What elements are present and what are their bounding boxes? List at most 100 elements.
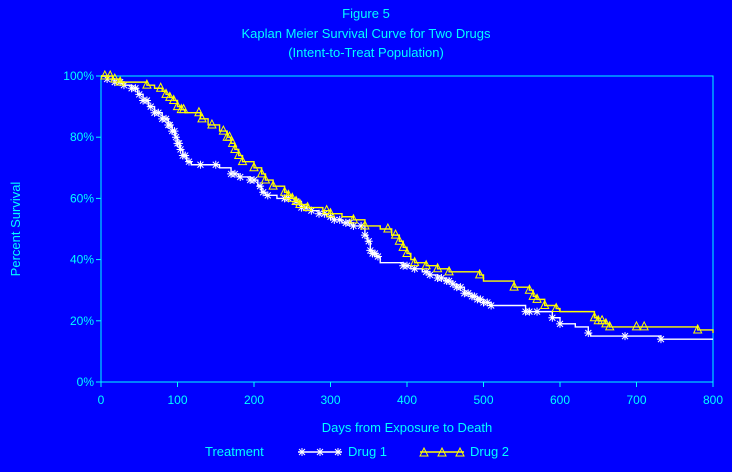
drug-2-censor-marker [105, 69, 115, 80]
drug-1-censor-marker [556, 319, 564, 328]
x-tick-label: 400 [397, 393, 417, 407]
drug-2-censor-marker [639, 320, 649, 331]
x-tick-label: 0 [98, 393, 105, 407]
drug-1-censor-marker [170, 127, 179, 136]
drug-1-censor-marker [315, 209, 324, 218]
drug-2-censor-marker [444, 265, 454, 276]
drug-1-censor-marker [256, 182, 265, 191]
drug-2-censor-marker [398, 241, 408, 251]
drug-2-censor-marker [437, 446, 447, 457]
drug-2-censor-marker [551, 302, 561, 313]
drug-2-censor-marker [390, 229, 401, 239]
drug-1-censor-marker [548, 313, 557, 322]
drug-1-censor-marker [360, 231, 369, 240]
drug-2-censor-marker [604, 320, 615, 331]
drug-2-censor-marker [100, 69, 110, 80]
drug-2-censor-marker [383, 222, 393, 233]
drug-2-censor-marker [249, 161, 259, 172]
drug-2-censor-marker [597, 314, 607, 325]
drug-1-censor-marker [349, 221, 358, 230]
legend-drug-1-label: Drug 1 [348, 444, 387, 459]
x-tick-label: 100 [167, 393, 187, 407]
chart-title: Kaplan Meier Survival Curve for Two Drug… [241, 26, 491, 41]
drug-2-censor-marker [224, 131, 235, 141]
drug-2-censor-marker [692, 323, 703, 334]
drug-1-censor-marker [176, 145, 185, 154]
drug-2-censor-marker [287, 192, 298, 202]
drug-2-censor-marker [360, 219, 370, 230]
drug-1-censor-marker [370, 249, 379, 258]
drug-2-censor-marker [197, 112, 207, 123]
drug-1-censor-marker [621, 332, 630, 341]
drug-2-censor-marker [524, 284, 535, 294]
drug-1-censor-marker [330, 215, 339, 224]
drug-1-censor-marker [154, 108, 163, 117]
drug-2-censor-marker [218, 124, 229, 135]
drug-2-censor-marker [109, 72, 120, 83]
drug-2-censor-marker [402, 247, 412, 257]
drug-1-censor-marker [298, 448, 306, 456]
drug-2-censor-marker [194, 106, 204, 117]
x-axis-label: Days from Exposure to Death [322, 420, 493, 435]
drug-1-censor-marker [483, 298, 492, 307]
drug-2-censor-marker [172, 100, 183, 111]
drug-1-censor-marker [171, 133, 180, 142]
drug-2-censor-marker [509, 281, 519, 291]
drug-1-censor-marker [422, 267, 431, 276]
y-axis-label: Percent Survival [8, 182, 23, 277]
drug-1-censor-marker [456, 283, 465, 292]
drug-2-censor-marker [474, 268, 485, 279]
drug-2-censor-marker [230, 143, 240, 153]
drug-1-censor-marker [410, 264, 419, 273]
x-tick-label: 300 [320, 393, 340, 407]
drug-1-censor-marker [196, 160, 205, 169]
drug-1-survival-line [101, 75, 713, 340]
drug-2-censor-marker [161, 88, 171, 98]
drug-2-censor-marker [268, 180, 278, 190]
drug-2-censor-marker [233, 149, 244, 160]
drug-1-censor-marker [211, 160, 220, 169]
drug-1-censor-marker [162, 114, 171, 123]
drug-1-censor-marker [302, 203, 311, 212]
drug-1-censor-marker [445, 277, 454, 286]
drug-1-censor-marker [357, 221, 366, 230]
drug-2-censor-marker [168, 94, 179, 104]
drug-2-censor-marker [302, 201, 313, 212]
x-tick-label: 700 [626, 393, 646, 407]
drug-2-censor-marker [321, 204, 332, 215]
drug-1-censor-marker [184, 157, 193, 166]
drug-1-censor-marker [181, 151, 190, 160]
drug-2-censor-marker [227, 137, 238, 147]
drug-1-censor-marker [259, 188, 268, 197]
drug-2-censor-marker [207, 118, 217, 129]
drug-1-censor-marker [236, 172, 245, 181]
drug-1-censor-marker [487, 301, 496, 310]
drug-1-censor-marker [316, 448, 324, 456]
x-tick-label: 200 [244, 393, 264, 407]
drug-2-censor-marker [539, 299, 550, 309]
drug-2-censor-marker [283, 189, 294, 199]
drug-1-censor-marker [403, 261, 411, 270]
drug-1-censor-marker [525, 307, 534, 316]
legend-drug-2-label: Drug 2 [470, 444, 509, 459]
drug-2-censor-marker [421, 259, 431, 270]
drug-2-censor-marker [260, 173, 271, 184]
y-tick-label: 0% [77, 375, 95, 389]
drug-2-censor-marker [115, 76, 125, 86]
drug-1-censor-marker [464, 289, 473, 298]
drug-1-censor-marker [364, 237, 373, 246]
drug-2-censor-marker [279, 186, 290, 196]
drug-2-censor-marker [589, 311, 600, 322]
drug-1-censor-marker [656, 335, 665, 344]
drug-1-censor-marker [135, 90, 144, 99]
drug-1-censor-marker [476, 295, 485, 304]
drug-1-censor-marker [250, 176, 258, 185]
x-tick-label: 500 [473, 393, 493, 407]
drug-1-censor-marker [175, 139, 184, 148]
drug-2-survival-line [101, 75, 714, 334]
drug-1-censor-marker [584, 329, 593, 338]
drug-2-censor-marker [291, 195, 301, 205]
drug-2-censor-marker [601, 317, 611, 328]
